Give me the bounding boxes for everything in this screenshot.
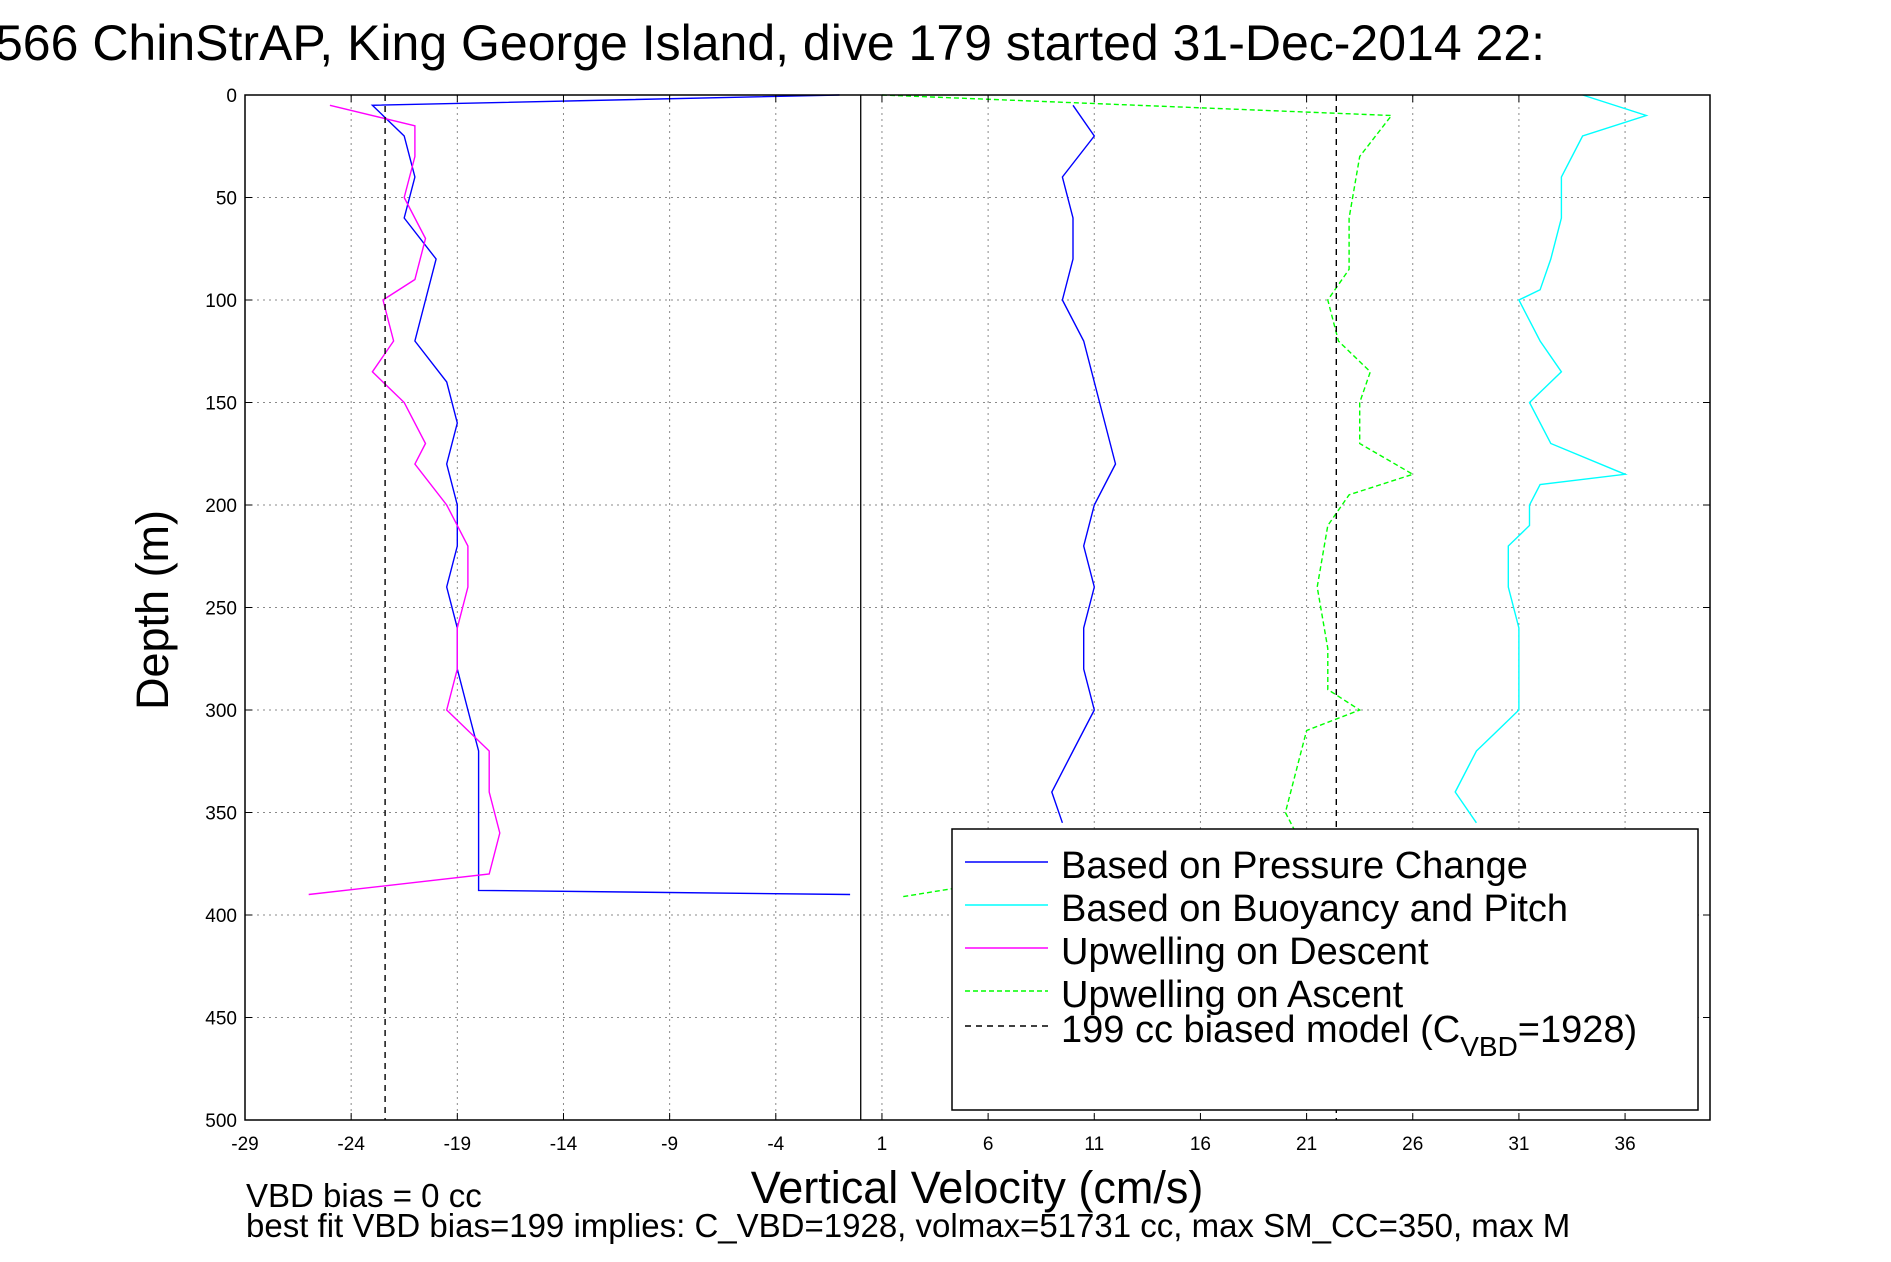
series-line-3 [881,94,1415,898]
series-line-2 [308,104,501,896]
series-line-0 [1051,104,1117,824]
y-tick-label: 50 [216,189,237,210]
legend-label: Upwelling on Descent [1061,931,1429,973]
series-line-1 [1454,94,1649,824]
legend-label: Based on Buoyancy and Pitch [1061,888,1568,930]
y-axis-label: Depth (m) [127,510,178,710]
y-tick-label: 350 [205,804,237,825]
series-group [308,94,1649,1120]
y-tick-label: 300 [205,701,237,722]
y-tick-label: 400 [205,906,237,927]
x-tick-label: -14 [550,1134,578,1155]
legend-label: Upwelling on Ascent [1061,974,1404,1016]
x-tick-label: 36 [1615,1134,1636,1155]
x-tick-label: 6 [983,1134,994,1155]
x-axis-label: Vertical Velocity (cm/s) [751,1162,1204,1213]
x-tick-label: -9 [661,1134,678,1155]
ticks: -29 -24 -19 -14 -9 -4 1 6 11 16 21 26 31 360501001502… [205,86,1710,1155]
y-tick-label: 150 [205,394,237,415]
x-tick-label: 1 [877,1134,888,1155]
y-tick-label: 500 [205,1111,237,1132]
legend-box [951,828,1699,1111]
x-tick-label: 11 [1084,1134,1104,1155]
y-tick-label: 0 [226,86,237,107]
legend-label: Based on Pressure Change [1061,845,1528,887]
y-tick-label: 200 [205,496,237,517]
x-tick-label: -29 [231,1134,258,1155]
x-tick-label: 31 [1508,1134,1529,1155]
y-tick-label: 100 [205,291,237,312]
x-tick-label: -19 [444,1134,471,1155]
x-tick-label: 26 [1402,1134,1423,1155]
y-tick-label: 450 [205,1009,237,1030]
series-line-0 [370,94,851,896]
x-tick-label: -4 [767,1134,784,1155]
y-tick-label: 250 [205,599,237,620]
x-tick-label: -24 [337,1134,365,1155]
x-tick-label: 21 [1296,1134,1317,1155]
footer-line-1: VBD bias = 0 cc [246,1177,482,1214]
x-tick-label: 16 [1190,1134,1211,1155]
legend-label: 199 cc biased model (CVBD=1928) [1061,1009,1637,1062]
chart-title: 566 ChinStrAP, King George Island, dive … [0,15,1545,71]
footer-line-2: best fit VBD bias=199 implies: C_VBD=192… [246,1207,1570,1244]
